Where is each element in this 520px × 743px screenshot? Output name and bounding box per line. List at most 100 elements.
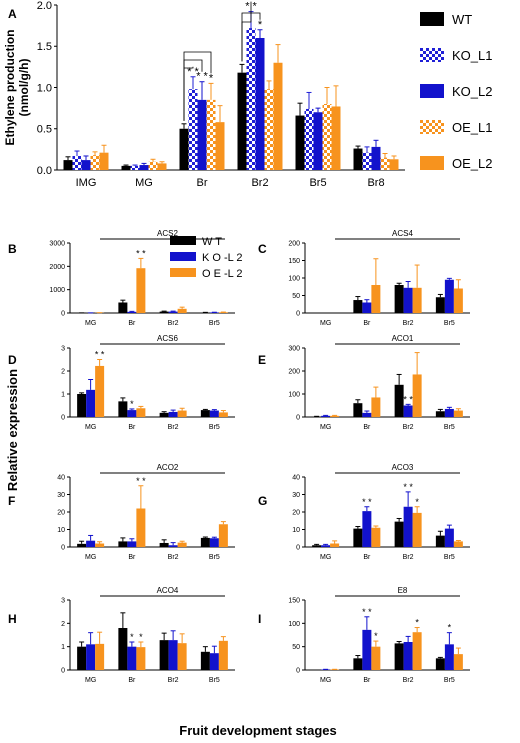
bar: [77, 543, 87, 547]
y-tick-label: 50: [292, 293, 300, 300]
legend-swatch: [420, 12, 444, 26]
bar: [86, 389, 96, 417]
bar: [362, 302, 372, 313]
bar: [389, 159, 399, 170]
significance-mark: * *: [187, 66, 199, 78]
bar: [371, 397, 381, 417]
y-tick-label: 3: [61, 597, 65, 604]
bar: [246, 28, 256, 170]
bar: [412, 512, 422, 547]
bar: [197, 99, 207, 170]
x-tick-label: Br2: [251, 177, 268, 189]
bar: [218, 524, 228, 547]
bar: [136, 647, 146, 670]
significance-mark: * *: [136, 248, 146, 258]
bar: [139, 165, 149, 170]
bar: [200, 651, 210, 670]
bar: [159, 542, 169, 547]
bar: [371, 646, 381, 670]
bar: [159, 412, 169, 417]
significance-mark: * *: [362, 607, 372, 617]
bar: [127, 311, 137, 313]
bar: [95, 365, 105, 417]
panel-e: E 0 100 200 300 MG Br Br2 Br5 * * ACO1: [258, 334, 470, 431]
significance-mark: *: [374, 631, 378, 641]
bar: [255, 38, 265, 170]
legend-label: O E -L 2: [202, 268, 243, 280]
x-tick-label: Br2: [168, 424, 179, 431]
bar: [353, 300, 363, 313]
panel-i: I 0 50 100 150 MG Br Br2 Br5 * * * * * E8: [258, 586, 470, 684]
bar: [330, 543, 340, 547]
bar: [412, 632, 422, 670]
significance-mark: * *: [136, 476, 146, 486]
bar: [118, 302, 128, 313]
panel-title: ACO4: [157, 586, 179, 595]
bar: [168, 545, 178, 547]
significance-mark: *: [415, 618, 419, 628]
bar: [121, 165, 131, 170]
bar: [295, 115, 305, 170]
bar: [148, 161, 158, 170]
y-tick-label: 2: [61, 621, 65, 628]
bar: [136, 408, 146, 417]
panel-title: ACO3: [392, 463, 414, 472]
legend-swatch: [170, 252, 196, 261]
x-tick-label: Br5: [444, 320, 455, 327]
legend-label: OE_L1: [452, 120, 492, 135]
y-axis-label: Ethylene production: [3, 29, 17, 145]
y-tick-label: 2: [61, 368, 65, 375]
bar: [394, 384, 404, 417]
bar: [86, 644, 96, 670]
panel-letter: C: [258, 242, 267, 256]
x-tick-label: Br5: [444, 677, 455, 684]
panel-letter: B: [8, 242, 17, 256]
bar: [394, 285, 404, 313]
x-tick-label: Br: [128, 554, 136, 561]
significance-mark: *: [130, 399, 134, 409]
y-tick-label: 1: [61, 391, 65, 398]
bar: [218, 312, 228, 313]
bar: [453, 654, 463, 670]
bar: [218, 640, 228, 670]
bar: [63, 160, 73, 170]
x-tick-label: MG: [135, 177, 153, 189]
bar: [444, 408, 454, 417]
bar: [412, 374, 422, 417]
bar: [72, 155, 82, 170]
x-tick-label: Br5: [209, 424, 220, 431]
bar: [444, 644, 454, 670]
bar: [177, 542, 187, 547]
x-tick-label: IMG: [76, 177, 97, 189]
y-tick-label: 0.0: [37, 165, 52, 177]
y-tick-label: 10: [57, 527, 65, 534]
panel-letter: D: [8, 353, 17, 367]
y-tick-label: 1000: [49, 287, 65, 294]
significance-mark: *: [415, 497, 419, 507]
significance-mark: * *: [196, 71, 208, 83]
significance-mark: *: [139, 632, 143, 642]
x-tick-label: MG: [320, 320, 331, 327]
y-tick-label: 1: [61, 644, 65, 651]
bar: [206, 99, 216, 170]
significance-mark: * *: [95, 350, 105, 360]
panel-letter: H: [8, 612, 17, 626]
x-tick-label: Br2: [168, 554, 179, 561]
significance-mark: *: [130, 632, 134, 642]
legend-swatch: [170, 236, 196, 245]
bar: [168, 411, 178, 417]
legend-label: OE_L2: [452, 156, 492, 171]
bar: [331, 106, 341, 170]
legend-label: KO_L2: [452, 84, 492, 99]
x-tick-label: Br: [128, 320, 136, 327]
bar: [362, 629, 372, 670]
panel-letter: F: [8, 494, 15, 508]
y-tick-label: 2000: [49, 264, 65, 271]
y-tick-label: 0: [296, 414, 300, 421]
bar: [453, 410, 463, 417]
x-tick-label: Br8: [367, 177, 384, 189]
bar: [435, 658, 445, 670]
bar: [209, 653, 219, 670]
bar: [168, 640, 178, 670]
